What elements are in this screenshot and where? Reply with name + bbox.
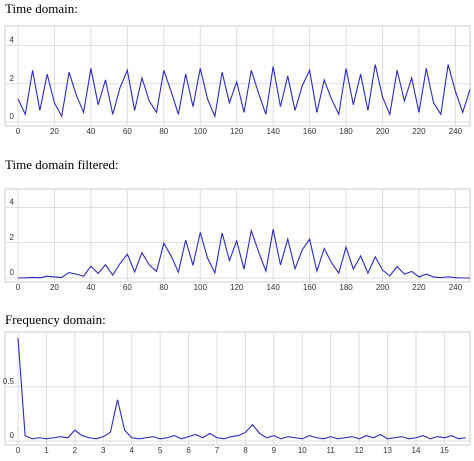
x-tick-label: 220 bbox=[412, 283, 426, 292]
data-line bbox=[17, 228, 470, 279]
chart-title: Frequency domain: bbox=[5, 312, 106, 327]
x-tick-label: 220 bbox=[412, 127, 426, 136]
x-tick-label: 180 bbox=[339, 283, 353, 292]
y-tick-label: 0 bbox=[10, 431, 15, 440]
y-tick-label: 4 bbox=[10, 36, 15, 45]
x-tick-label: 120 bbox=[230, 283, 244, 292]
x-tick-label: 8 bbox=[243, 446, 248, 455]
chart: Frequency domain:0 1 2 3 4 5 6 7 8 9 10 11 12 13 14 150… bbox=[3, 312, 471, 455]
chart: Time domain:0 20 40 60 80 100 120 140 160 180 200 2… bbox=[4, 1, 471, 136]
x-tick-label: 160 bbox=[303, 283, 317, 292]
y-tick-label: 0 bbox=[10, 268, 15, 277]
chart-title: Time domain: bbox=[5, 1, 78, 16]
y-tick-label: 2 bbox=[10, 233, 15, 242]
data-line bbox=[17, 64, 471, 119]
x-tick-label: 5 bbox=[158, 446, 163, 455]
x-tick-label: 4 bbox=[129, 446, 134, 455]
chart: Time domain filtered:0 20 40 60 80 100 120 140 1… bbox=[4, 157, 471, 292]
x-tick-label: 10 bbox=[298, 446, 307, 455]
x-tick-label: 20 bbox=[50, 283, 59, 292]
x-tick-label: 7 bbox=[215, 446, 220, 455]
x-tick-label: 12 bbox=[355, 446, 364, 455]
x-tick-label: 6 bbox=[186, 446, 191, 455]
x-tick-label: 40 bbox=[86, 283, 95, 292]
x-tick-label: 240 bbox=[449, 127, 463, 136]
x-tick-label: 2 bbox=[73, 446, 78, 455]
x-tick-label: 200 bbox=[376, 127, 390, 136]
x-tick-label: 100 bbox=[194, 283, 208, 292]
x-tick-label: 140 bbox=[266, 127, 280, 136]
chart-title: Time domain filtered: bbox=[5, 157, 119, 172]
x-tick-label: 140 bbox=[266, 283, 280, 292]
x-tick-label: 13 bbox=[383, 446, 392, 455]
x-tick-label: 20 bbox=[50, 127, 59, 136]
x-tick-label: 11 bbox=[327, 446, 336, 455]
x-tick-label: 80 bbox=[159, 127, 168, 136]
plot-frame bbox=[4, 331, 471, 446]
x-tick-label: 60 bbox=[123, 127, 132, 136]
x-tick-label: 160 bbox=[303, 127, 317, 136]
x-tick-label: 15 bbox=[440, 446, 449, 455]
x-tick-label: 1 bbox=[44, 446, 49, 455]
x-tick-label: 200 bbox=[376, 283, 390, 292]
y-tick-label: 4 bbox=[10, 197, 15, 206]
x-tick-label: 14 bbox=[412, 446, 421, 455]
y-tick-label: 0.5 bbox=[3, 377, 15, 386]
x-tick-label: 9 bbox=[272, 446, 277, 455]
x-tick-label: 0 bbox=[16, 446, 21, 455]
x-tick-label: 0 bbox=[16, 127, 21, 136]
x-tick-label: 120 bbox=[230, 127, 244, 136]
y-tick-label: 0 bbox=[10, 112, 15, 121]
x-tick-label: 3 bbox=[101, 446, 106, 455]
x-tick-label: 80 bbox=[159, 283, 168, 292]
y-tick-label: 2 bbox=[10, 74, 15, 83]
x-tick-label: 0 bbox=[16, 283, 21, 292]
x-tick-label: 100 bbox=[194, 127, 208, 136]
data-line bbox=[17, 337, 466, 440]
x-tick-label: 40 bbox=[86, 127, 95, 136]
plot-frame bbox=[4, 25, 471, 127]
plot-frame bbox=[4, 188, 471, 283]
x-tick-label: 240 bbox=[449, 283, 463, 292]
x-tick-label: 60 bbox=[123, 283, 132, 292]
x-tick-label: 180 bbox=[339, 127, 353, 136]
